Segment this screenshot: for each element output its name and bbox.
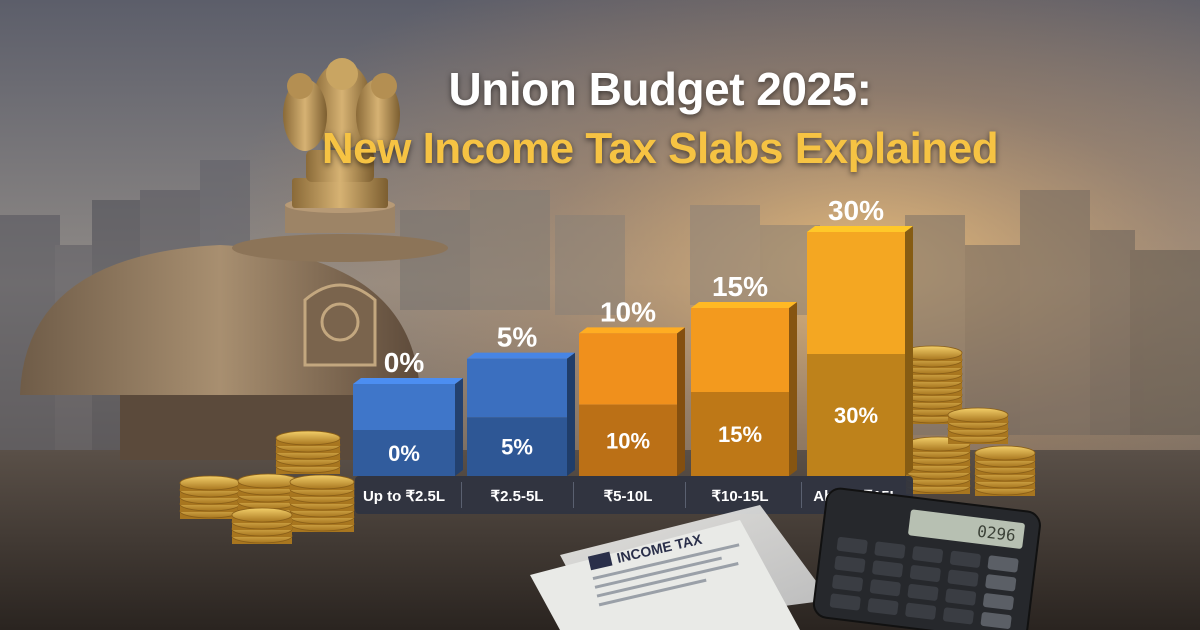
calculator-key <box>834 555 866 573</box>
calculator-key <box>980 612 1012 629</box>
calculator-key <box>947 569 979 587</box>
category-divider <box>573 482 574 508</box>
calculator-key <box>905 602 937 620</box>
bar-upper <box>807 232 905 354</box>
lion-capital-emblem <box>283 58 400 208</box>
bar-inner-label: 5% <box>501 435 533 460</box>
coin <box>275 430 341 446</box>
calculator-key <box>945 588 977 606</box>
bar-value-label: 30% <box>828 195 884 226</box>
coin <box>289 474 355 490</box>
chart-base <box>355 476 913 514</box>
bar-inner-label: 0% <box>388 441 420 466</box>
calculator-key <box>943 607 974 625</box>
bar-upper <box>691 308 789 392</box>
bar-upper <box>579 333 677 405</box>
calculator-key <box>983 593 1014 611</box>
calculator-key <box>907 583 939 601</box>
bar-value-label: 15% <box>712 271 768 302</box>
bar-lower <box>467 417 567 476</box>
category-label: ₹2.5-5L <box>491 488 544 505</box>
bar-side <box>905 226 913 476</box>
bar-upper <box>353 384 455 430</box>
calculator-key <box>867 598 899 616</box>
category-label: Up to ₹2.5L <box>363 488 445 505</box>
calculator-key <box>832 574 863 592</box>
coin <box>974 445 1036 461</box>
bar-side <box>567 352 575 476</box>
calculator-key <box>987 555 1019 573</box>
category-divider <box>801 482 802 508</box>
bar-lower <box>579 404 677 476</box>
coin-stacks-left <box>179 430 355 544</box>
bar-top <box>353 378 463 384</box>
bar-side <box>677 327 685 476</box>
bar-top <box>807 226 913 232</box>
category-label: ₹5-10L <box>604 488 653 505</box>
bar-upper <box>467 358 567 418</box>
tax-slab-chart: 0% 0% Up to ₹2.5L 5% 5% ₹2.5-5L 10% 10% ₹5-10L 15… <box>353 195 913 514</box>
coin <box>947 407 1009 423</box>
calculator-key <box>836 536 868 554</box>
category-divider <box>461 482 462 508</box>
bar-lower <box>807 354 905 476</box>
category-label: ₹10-15L <box>711 488 768 505</box>
calculator-display: 0296 <box>976 522 1017 546</box>
coin <box>237 473 299 489</box>
bar-inner-label: 10% <box>606 428 650 453</box>
calculator-key <box>985 574 1017 592</box>
calculator-key <box>909 565 941 582</box>
calculator-key <box>872 560 903 578</box>
calculator-key <box>874 541 906 559</box>
bar-value-label: 5% <box>497 322 538 353</box>
coin <box>231 507 293 523</box>
bar-value-label: 0% <box>384 347 425 378</box>
calculator-key <box>912 546 944 564</box>
bar-top <box>467 352 575 359</box>
coin <box>179 475 241 491</box>
calculator-key <box>829 593 861 611</box>
calculator-illustration: 0296 <box>812 487 1041 630</box>
bar-top <box>579 327 685 334</box>
category-divider <box>685 482 686 508</box>
bar-side <box>789 302 797 476</box>
bar-inner-label: 30% <box>834 403 878 428</box>
calculator-key <box>949 550 981 568</box>
calculator-key <box>869 579 901 597</box>
bar-lower <box>353 430 455 476</box>
bar-lower <box>691 392 789 476</box>
page-title: Union Budget 2025: <box>448 63 872 115</box>
bar-top <box>691 302 797 308</box>
bar-inner-label: 15% <box>718 422 762 447</box>
bar-value-label: 10% <box>600 296 656 327</box>
bar-side <box>455 378 463 476</box>
page-subtitle: New Income Tax Slabs Explained <box>321 124 999 173</box>
